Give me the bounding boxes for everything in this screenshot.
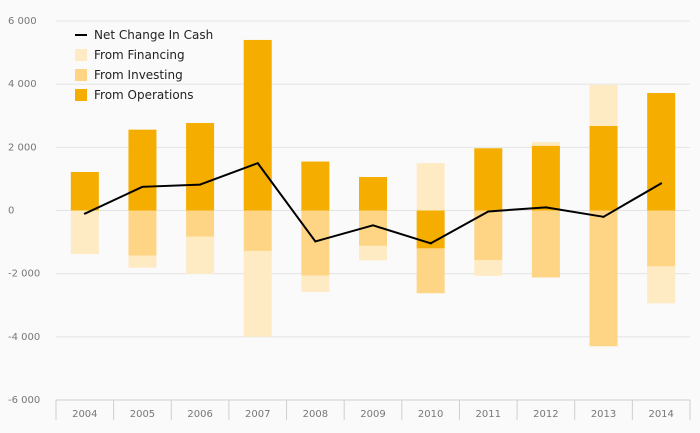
from-operations-bar-2006: [186, 123, 215, 211]
from-investing-bar-2008: [301, 210, 330, 276]
x-tick-label: 2004: [72, 409, 97, 420]
net-change-point-2004: [83, 212, 86, 215]
x-tick-label: 2011: [476, 409, 501, 420]
x-axis: 2004 2005 2006 2007 2008 2009 2010 2011 2012 2013…: [55, 400, 691, 420]
from-operations-bar-2004: [70, 171, 99, 211]
net-change-point-2006: [199, 183, 202, 186]
legend-swatch-from-operations: [75, 89, 87, 101]
from-operations-bar-2008: [301, 161, 330, 211]
from-investing-bar-2012: [531, 210, 560, 278]
net-change-point-2010: [429, 242, 432, 245]
x-tick-label: 2008: [303, 409, 328, 420]
y-tick-label: -4 000: [8, 332, 40, 343]
from-operations-bar-2014: [647, 93, 676, 211]
y-tick-label: -2 000: [8, 269, 40, 280]
x-tick-label: 2012: [533, 409, 558, 420]
x-tick-label: 2013: [591, 409, 616, 420]
y-tick-label: 2 000: [8, 142, 37, 153]
legend-swatch-from-financing: [75, 49, 87, 61]
from-financing-bar-2004: [70, 210, 99, 255]
from-operations-bar-2013: [589, 125, 618, 211]
from-investing-bar-2010: [416, 248, 445, 294]
bar-layer: [70, 39, 676, 347]
x-tick-label: 2014: [648, 409, 673, 420]
net-change-point-2011: [487, 210, 490, 213]
x-tick-label: 2009: [360, 409, 385, 420]
from-operations-bar-2012: [531, 145, 560, 211]
from-financing-bar-2007: [243, 250, 272, 337]
from-operations-bar-2011: [474, 148, 503, 211]
x-tick-label: 2010: [418, 409, 443, 420]
from-investing-bar-2013: [589, 210, 618, 347]
y-tick-label: 6 000: [8, 16, 37, 27]
from-investing-bar-2006: [186, 210, 215, 237]
x-tick-label: 2006: [187, 409, 212, 420]
x-tick-label: 2005: [130, 409, 155, 420]
from-operations-bar-2005: [128, 129, 157, 211]
from-financing-bar-2006: [186, 236, 215, 274]
from-financing-bar-2013: [589, 84, 618, 126]
net-change-line-layer: [83, 162, 663, 245]
from-operations-bar-2009: [359, 177, 387, 211]
from-financing-bar-2010: [416, 163, 445, 211]
net-change-point-2005: [141, 185, 144, 188]
from-financing-bar-2014: [647, 266, 676, 304]
from-financing-bar-2005: [128, 255, 157, 268]
from-investing-bar-2007: [243, 210, 272, 251]
net-change-point-2008: [314, 240, 317, 243]
legend-swatch-from-investing: [75, 69, 87, 81]
from-financing-bar-2011: [474, 260, 503, 276]
net-change-point-2013: [602, 215, 605, 218]
from-financing-bar-2009: [359, 245, 387, 261]
from-investing-bar-2011: [474, 210, 503, 261]
from-investing-bar-2005: [128, 210, 157, 256]
net-change-point-2009: [372, 224, 374, 227]
net-change-point-2012: [544, 206, 547, 209]
legend-label-from-operations: From Operations: [94, 88, 194, 102]
x-tick-label: 2007: [245, 409, 270, 420]
legend-label-net-change-in-cash: Net Change In Cash: [94, 28, 213, 42]
net-change-point-2007: [256, 162, 259, 165]
from-financing-bar-2008: [301, 275, 330, 292]
legend-label-from-investing: From Investing: [94, 68, 183, 82]
from-investing-bar-2014: [647, 210, 676, 267]
legend-label-from-financing: From Financing: [94, 48, 185, 62]
from-operations-bar-2007: [243, 39, 272, 211]
net-change-point-2014: [660, 182, 663, 185]
gridlines: [56, 20, 690, 401]
y-tick-label: 4 000: [8, 79, 37, 90]
y-axis: 6 000 4 000 2 000 0 -2 000 -4 000 -6 000: [8, 16, 40, 406]
legend: Net Change In Cash From Financing From Inv…: [75, 28, 213, 102]
y-tick-label: 0: [8, 206, 14, 217]
from-financing-bar-2012: [531, 141, 560, 146]
y-tick-label: -6 000: [8, 395, 40, 406]
from-operations-bar-2010: [416, 210, 445, 249]
